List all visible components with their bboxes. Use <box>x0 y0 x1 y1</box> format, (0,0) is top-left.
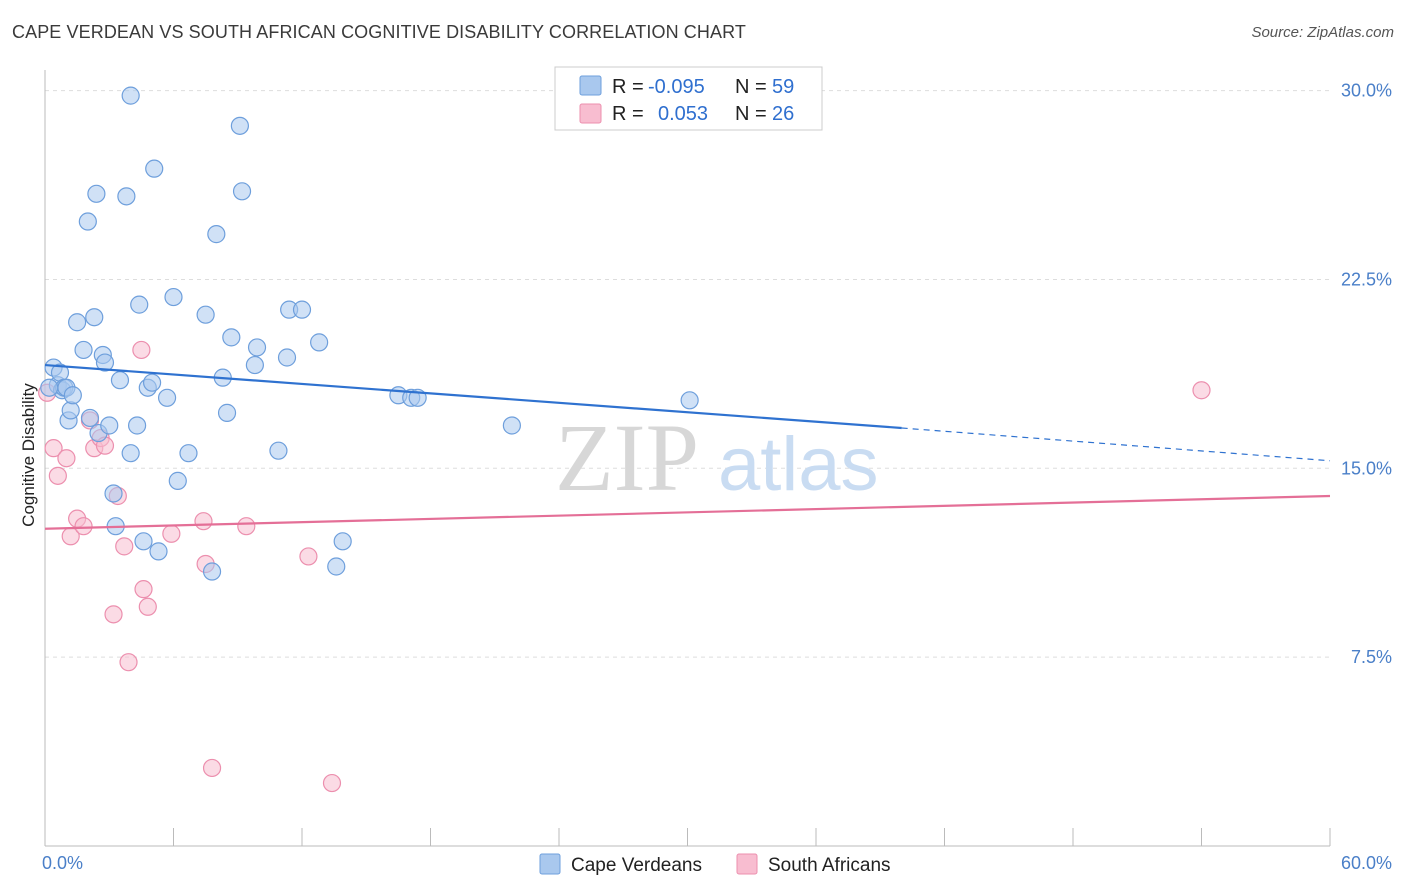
y-tick-label-0: 7.5% <box>1351 647 1392 667</box>
south-african-point <box>132 340 151 360</box>
source-label: Source: ZipAtlas.com <box>1251 24 1394 41</box>
bottom-legend-pink-swatch <box>736 853 758 875</box>
south-african-point <box>134 580 153 599</box>
cape-verdean-point <box>179 444 198 463</box>
watermark-atlas: atlas <box>718 422 879 507</box>
cape-verdean-point <box>121 86 140 105</box>
cape-verdean-point <box>222 328 241 347</box>
x-tick-label-1: 60.0% <box>1341 853 1392 873</box>
grid-lines <box>45 90 1330 658</box>
legend-r-label-2: R = <box>612 103 644 125</box>
cape-verdean-point <box>63 386 82 405</box>
south-african-point <box>322 773 342 793</box>
legend-pink-swatch <box>579 103 602 124</box>
legend-n-label-1: N = <box>735 76 767 98</box>
cape-verdean-point <box>121 444 140 463</box>
south-african-point <box>48 466 67 485</box>
south-african-point <box>138 597 157 616</box>
chart-title: CAPE VERDEAN VS SOUTH AFRICAN COGNITIVE … <box>12 22 746 42</box>
cape-verdeans-trend-line <box>44 363 902 430</box>
cape-verdean-point <box>100 416 119 435</box>
axes <box>44 70 1331 847</box>
y-tick-label-3: 30.0% <box>1341 81 1392 101</box>
cape-verdean-point <box>142 373 162 392</box>
y-tick-label-2: 22.5% <box>1341 269 1392 289</box>
bottom-legend-pink-label: South Africans <box>768 855 891 876</box>
south-african-point <box>194 512 213 531</box>
stats-legend: R = -0.095 N = 59 R = 0.053 N = 26 <box>554 66 823 131</box>
cape-verdean-point <box>40 378 59 397</box>
south-african-point <box>104 605 123 624</box>
cape-verdeans-points <box>40 86 699 581</box>
legend-n-label-2: N = <box>735 103 767 125</box>
bottom-legend-blue-swatch <box>539 853 561 875</box>
trend-lines <box>44 363 1331 530</box>
legend-n-value-1: 59 <box>772 76 794 98</box>
cape-verdean-point <box>245 355 264 375</box>
cape-verdean-point <box>157 388 177 407</box>
south-africans-trend-line <box>44 494 1331 530</box>
cape-verdean-point <box>130 295 149 314</box>
cape-verdean-point <box>95 353 115 372</box>
cape-verdean-point <box>502 416 521 435</box>
cape-verdean-point <box>80 408 100 428</box>
y-tick-label-1: 15.0% <box>1341 458 1392 478</box>
cape-verdean-point <box>134 532 153 551</box>
cape-verdean-point <box>247 338 267 357</box>
cape-verdean-point <box>110 371 130 390</box>
cape-verdean-point <box>61 401 80 420</box>
cape-verdean-point <box>127 416 147 435</box>
cape-verdean-point <box>207 225 226 244</box>
cape-verdean-point <box>168 471 187 490</box>
series-legend: Cape Verdeans South Africans <box>539 853 891 876</box>
y-axis-label: Cognitive Disability <box>19 383 38 527</box>
south-african-point <box>162 524 181 543</box>
bottom-legend-blue-label: Cape Verdeans <box>571 855 702 876</box>
cape-verdean-point <box>196 305 215 324</box>
cape-verdean-point <box>292 300 312 319</box>
cape-verdean-point <box>232 182 252 201</box>
cape-verdean-point <box>230 116 249 135</box>
cape-verdean-point <box>333 532 352 551</box>
cape-verdean-point <box>74 340 93 360</box>
watermark: ZIP atlas <box>555 404 879 511</box>
legend-r-value-1: -0.095 <box>648 76 705 98</box>
cape-verdean-point <box>68 313 87 332</box>
cape-verdean-point <box>145 159 164 178</box>
cape-verdean-point <box>269 441 288 460</box>
cape-verdean-point <box>277 348 297 367</box>
cape-verdean-point <box>117 187 136 206</box>
south-african-point <box>44 439 63 458</box>
cape-verdean-point <box>680 391 699 410</box>
x-tick-label-0: 0.0% <box>42 853 83 873</box>
south-african-point <box>119 653 138 672</box>
cape-verdean-point <box>104 484 123 503</box>
south-african-point <box>299 547 318 566</box>
cape-verdean-point <box>310 333 329 352</box>
south-african-point <box>202 758 222 778</box>
cape-verdean-point <box>202 562 222 581</box>
legend-blue-swatch <box>579 75 602 96</box>
south-african-point <box>57 449 76 468</box>
cape-verdean-point <box>87 184 106 203</box>
watermark-zip: ZIP <box>555 404 699 511</box>
south-african-point <box>1192 381 1211 400</box>
cape-verdean-point <box>164 287 183 307</box>
cape-verdean-point <box>217 403 237 422</box>
cape-verdean-point <box>149 542 168 561</box>
cape-verdean-point <box>85 308 104 327</box>
south-african-point <box>237 517 256 536</box>
tick-labels: 7.5% 15.0% 22.5% 30.0% 0.0% 60.0% <box>42 81 1392 873</box>
legend-n-value-2: 26 <box>772 103 794 125</box>
cape-verdean-point <box>78 212 97 231</box>
south-african-point <box>115 537 134 556</box>
cape-verdeans-trend-extension <box>901 427 1331 462</box>
legend-r-label-1: R = <box>612 76 644 98</box>
legend-r-value-2: 0.053 <box>658 103 708 125</box>
cape-verdean-point <box>327 557 346 576</box>
south-african-point <box>74 517 93 536</box>
